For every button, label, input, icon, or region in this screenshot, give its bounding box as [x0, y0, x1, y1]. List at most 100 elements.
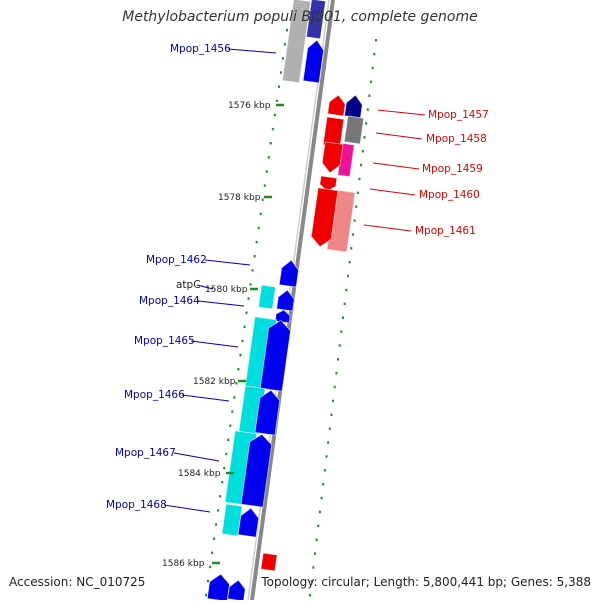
- reverse-gene-arrow: [343, 115, 365, 145]
- inner-tick-dot: [219, 495, 222, 498]
- inner-tick-dot: [231, 410, 234, 413]
- outer-tick-dot: [365, 122, 368, 125]
- inner-tick-dot: [286, 29, 288, 32]
- inner-tick-dot: [243, 325, 246, 329]
- forward-gene-label: Mpop_1464: [139, 295, 200, 307]
- outer-tick-dot: [351, 233, 354, 236]
- inner-tick-dot: [239, 353, 242, 357]
- outer-tick-dot: [345, 288, 348, 292]
- outer-tick-dot: [356, 191, 359, 195]
- outer-tick-dot: [366, 108, 369, 111]
- outer-tick-dot: [348, 261, 351, 264]
- inner-tick-dot: [279, 71, 282, 74]
- outer-tick-dot: [375, 39, 377, 42]
- outer-tick-dot: [328, 427, 331, 430]
- reverse-gene-leader: [369, 188, 416, 196]
- inner-tick-dot: [237, 368, 240, 371]
- outer-tick-dot: [338, 344, 341, 347]
- outer-tick-dot: [325, 455, 328, 458]
- inner-tick-dot: [265, 170, 268, 173]
- inner-tick-dot: [281, 57, 284, 60]
- forward-gene-label: Mpop_1467: [115, 447, 176, 459]
- inner-tick-dot: [241, 339, 244, 343]
- outer-tick-dot: [327, 441, 330, 444]
- forward-gene-arrow: [227, 579, 246, 602]
- outer-tick-dot: [323, 469, 326, 472]
- forward-gene-leader: [190, 340, 239, 348]
- forward-gene-leader: [181, 394, 230, 402]
- inner-tick-dot: [235, 382, 238, 385]
- outer-tick-dot: [343, 302, 346, 306]
- outer-tick-dot: [370, 80, 373, 84]
- outer-tick-dot: [340, 330, 343, 333]
- outer-tick-dot: [358, 177, 361, 181]
- inner-tick-dot: [213, 537, 216, 540]
- outer-tick-dot: [309, 594, 311, 597]
- inner-tick-dot: [277, 85, 280, 88]
- outer-tick-dot: [317, 524, 320, 528]
- forward-gene-leader: [197, 300, 245, 307]
- inner-tick-dot: [207, 579, 210, 583]
- trna-feature: [221, 503, 243, 537]
- outer-tick-dot: [360, 163, 363, 167]
- reverse-gene-arrow: [319, 175, 338, 192]
- inner-tick-dot: [211, 551, 214, 555]
- trna-feature: [258, 284, 276, 310]
- outer-tick-dot: [353, 219, 356, 222]
- outer-tick-dot: [346, 274, 349, 278]
- forward-gene-arrow: [237, 507, 260, 538]
- inner-tick-dot: [257, 226, 260, 230]
- forward-gene-leader: [173, 452, 220, 462]
- inner-tick-dot: [269, 142, 272, 145]
- forward-gene-leader: [227, 48, 277, 54]
- outer-tick-dot: [355, 205, 358, 208]
- forward-gene-arrow: [276, 289, 295, 312]
- scale-label: 1582 kbp: [193, 377, 236, 387]
- forward-gene-label: atpC: [176, 279, 201, 291]
- inner-tick-dot: [229, 424, 232, 427]
- scale-label: 1576 kbp: [228, 101, 271, 111]
- outer-tick-dot: [318, 510, 321, 514]
- forward-gene-leader: [163, 504, 211, 513]
- forward-gene-arrow: [259, 319, 291, 392]
- reverse-gene-leader: [375, 132, 423, 140]
- outer-tick-dot: [332, 399, 335, 403]
- inner-tick-dot: [225, 452, 228, 456]
- forward-gene-arrow: [274, 309, 291, 324]
- inner-tick-dot: [271, 127, 274, 131]
- gene-labels-layer: Mpop_1456 Mpop_1462 atpC Mpop_1464 Mpop_1465…: [106, 43, 489, 513]
- inner-tick-dot: [283, 43, 286, 46]
- inner-tick-dot: [205, 594, 207, 597]
- inner-tick-dot: [209, 565, 212, 569]
- forward-gene-arrow: [302, 39, 325, 84]
- features-layer: [206, 0, 365, 602]
- outer-tick-dot: [335, 372, 338, 375]
- grey-gene-block: [281, 0, 312, 84]
- map-title: Methylobacterium populi BJ001, complete …: [122, 9, 478, 25]
- outer-tick-dot: [363, 136, 366, 139]
- inner-tick-dot: [217, 509, 220, 512]
- reverse-gene-leader: [377, 109, 426, 116]
- inner-tick-dot: [245, 311, 248, 314]
- reverse-gene-leader: [363, 224, 412, 232]
- reverse-gene-label: Mpop_1457: [428, 109, 489, 121]
- outer-tick-dot: [342, 316, 344, 319]
- reverse-gene-label: Mpop_1459: [422, 163, 483, 175]
- scale-label: 1580 kbp: [205, 285, 248, 295]
- inner-tick-dot: [273, 113, 276, 117]
- reverse-gene-arrow: [321, 141, 344, 174]
- outer-tick-dot: [333, 385, 336, 389]
- accession-text: Accession: NC_010725: [9, 575, 146, 589]
- inner-tick-dot: [215, 523, 218, 526]
- outer-tick-dot: [320, 496, 323, 500]
- outer-tick-dot: [313, 552, 316, 555]
- forward-gene-leader: [196, 284, 214, 290]
- inner-tick-dot: [267, 156, 270, 159]
- reverse-gene-arrow: [327, 94, 346, 117]
- reverse-gene-label: Mpop_1461: [415, 225, 476, 237]
- outer-tick-dot: [373, 52, 376, 56]
- reverse-gene-leader: [372, 162, 420, 170]
- inner-tick-dot: [247, 297, 250, 300]
